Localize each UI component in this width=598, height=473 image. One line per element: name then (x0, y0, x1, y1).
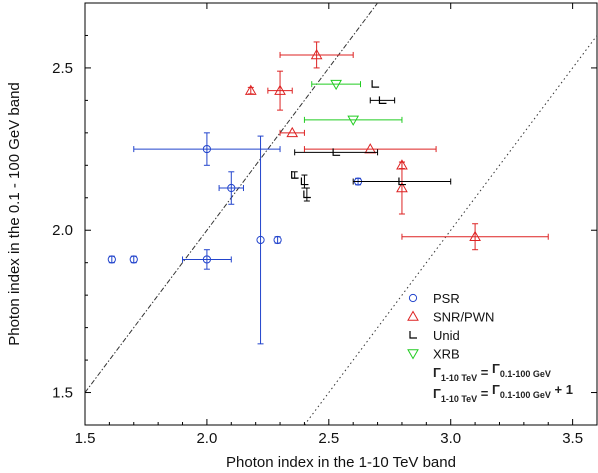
y-tick-label: 1.5 (52, 385, 73, 402)
data-point-unid (369, 96, 396, 104)
legend-marker (407, 310, 419, 321)
data-marker-unid (291, 171, 299, 179)
data-point-snr-pwn (279, 126, 305, 138)
data-point-xrb (303, 115, 403, 126)
formula-part: = (477, 386, 492, 401)
data-marker-psr (107, 255, 116, 264)
formula-2: Γ1-10 TeV = Γ0.1-100 GeV + 1 (433, 382, 573, 404)
x-tick-label: 1.5 (75, 430, 96, 447)
formula-part: 0.1-100 GeV (500, 369, 551, 379)
formula-part: = (477, 365, 492, 380)
x-tick-label: 3.0 (440, 430, 461, 447)
data-marker-snr-pwn (396, 159, 408, 170)
data-point-snr-pwn (401, 223, 549, 251)
data-point-psr (218, 171, 244, 205)
legend-marker (409, 331, 417, 339)
data-point-unid (371, 80, 380, 88)
data-point-unid (300, 174, 309, 189)
data-point-snr-pwn (267, 70, 293, 111)
data-marker-snr-pwn (469, 230, 481, 241)
data-marker-unid (378, 96, 387, 104)
data-point-psr (107, 255, 116, 264)
data-marker-psr (227, 183, 236, 193)
data-marker-snr-pwn (396, 182, 408, 193)
formula-part: + 1 (551, 382, 573, 397)
data-marker-snr-pwn (274, 84, 286, 95)
legend-marker (408, 293, 418, 303)
legend-marker (407, 349, 419, 360)
x-tick-label: 3.5 (562, 430, 583, 447)
x-axis-label: Photon index in the 1-10 TeV band (226, 454, 456, 471)
data-point-psr (273, 235, 282, 245)
data-marker-unid (371, 80, 380, 88)
y-tick-label: 2.0 (52, 222, 73, 239)
legend-item-snr-pwn: SNR/PWN (407, 310, 494, 325)
formula-1: Γ1-10 TeV = Γ0.1-100 GeV (433, 361, 551, 383)
formula-part: 0.1-100 GeV (500, 390, 551, 400)
plot-frame (84, 2, 598, 426)
formula-part: Γ (433, 365, 441, 380)
legend-item-psr: PSR (408, 291, 460, 306)
x-tick-label: 2.0 (196, 430, 217, 447)
data-point-psr (129, 255, 138, 264)
data-marker-xrb (347, 115, 360, 126)
y-tick-label: 2.5 (52, 60, 73, 77)
data-layer (107, 41, 549, 345)
legend-item-unid: Unid (409, 328, 460, 343)
data-marker-unid (398, 177, 406, 186)
data-marker-snr-pwn (310, 48, 323, 60)
data-point-snr-pwn (279, 41, 354, 69)
y-axis-label: Photon index in the 0.1 - 100 GeV band (6, 82, 23, 346)
data-marker-xrb (330, 79, 342, 91)
formula-part: 1-10 TeV (441, 373, 477, 383)
legend-item-xrb: XRB (407, 347, 460, 362)
data-marker-psr (273, 235, 282, 245)
data-marker-psr (202, 144, 212, 154)
data-point-snr-pwn (396, 159, 408, 170)
data-marker-snr-pwn (286, 126, 299, 138)
data-point-snr-pwn (396, 161, 408, 215)
formula-part: 1-10 TeV (441, 394, 477, 404)
formula-part: Γ (492, 382, 500, 397)
data-marker-snr-pwn (244, 84, 257, 95)
data-marker-unid (332, 148, 341, 156)
legend-label: SNR/PWN (433, 310, 494, 325)
data-point-psr (256, 135, 265, 345)
data-point-unid (303, 187, 311, 202)
formula-part: Γ (433, 386, 441, 401)
data-point-unid (294, 148, 379, 156)
axis-ticks: 1.5 2.0 2.5 3.0 3.5 1.5 2.0 2.5 (52, 2, 597, 447)
data-marker-psr (202, 255, 212, 264)
legend-label: PSR (433, 291, 460, 306)
data-marker-psr (256, 235, 265, 245)
data-marker-snr-pwn (364, 143, 377, 154)
data-point-unid (291, 171, 299, 179)
legend-label: Unid (433, 328, 460, 343)
data-point-psr (182, 249, 232, 270)
data-marker-unid (303, 190, 311, 199)
data-marker-unid (300, 177, 309, 186)
data-point-xrb (311, 79, 362, 91)
formula-part: Γ (492, 361, 500, 376)
x-tick-label: 2.5 (318, 430, 339, 447)
legend-label: XRB (433, 347, 460, 362)
data-point-snr-pwn (303, 143, 437, 154)
data-point-unid (352, 177, 452, 186)
data-marker-psr (129, 255, 138, 264)
data-point-snr-pwn (244, 84, 257, 95)
guide-line-1 (304, 35, 598, 426)
guide-lines (84, 2, 598, 426)
data-point-psr (133, 132, 281, 166)
